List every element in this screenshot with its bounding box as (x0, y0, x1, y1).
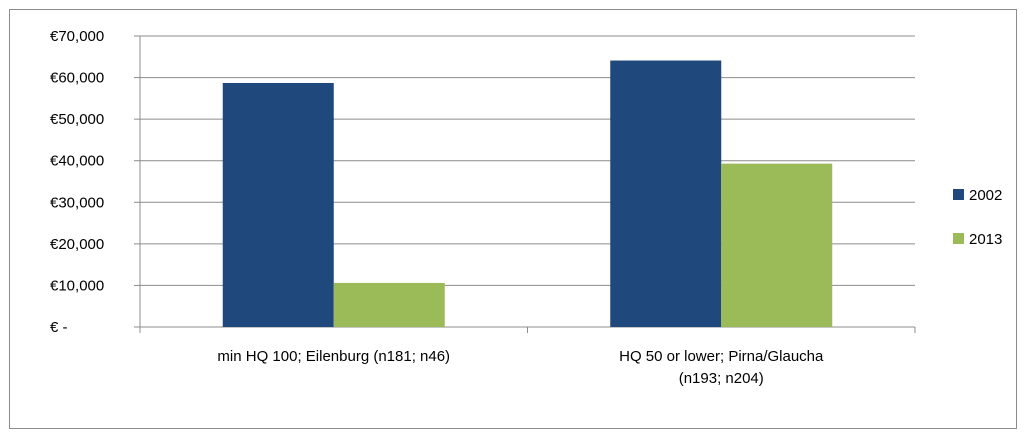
y-tick-label: € - (50, 319, 68, 336)
bar-2002-1 (610, 60, 722, 328)
x-category-label: HQ 50 or lower; Pirna/Glaucha (619, 348, 824, 365)
y-tick-label: €30,000 (50, 194, 104, 211)
y-tick-label: €40,000 (50, 153, 104, 170)
y-tick-label: €60,000 (50, 70, 104, 87)
legend-swatch-2013 (953, 233, 964, 244)
y-tick-label: €50,000 (50, 111, 104, 128)
bar-2013-0 (333, 282, 445, 327)
x-category-label: (n193; n204) (679, 370, 764, 387)
chart-frame (9, 9, 1017, 429)
legend-swatch-2002 (953, 189, 964, 200)
y-tick-label: €70,000 (50, 28, 104, 45)
legend-label-2013: 2013 (969, 231, 1002, 248)
x-category-label: min HQ 100; Eilenburg (n181; n46) (217, 348, 450, 365)
y-tick-label: €10,000 (50, 277, 104, 294)
legend-label-2002: 2002 (969, 187, 1002, 204)
bar-2002-0 (222, 82, 334, 328)
bar-2013-1 (721, 163, 833, 327)
y-tick-label: €20,000 (50, 236, 104, 253)
